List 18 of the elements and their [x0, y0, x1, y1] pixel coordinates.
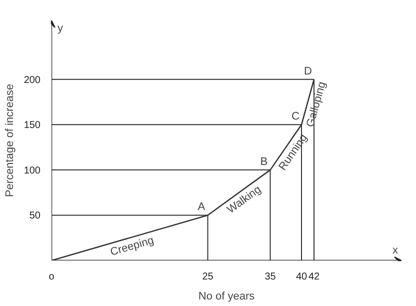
annotation: y: [58, 22, 64, 34]
y-tick-label: 200: [24, 74, 41, 86]
x-tick-label: 25: [202, 272, 214, 282]
annotation: A: [198, 201, 206, 214]
annotation: Creeping: [109, 234, 156, 258]
x-tick-label: 35: [264, 272, 276, 282]
y-tick-label: 100: [24, 165, 41, 176]
y-axis-title: Percentage of increase: [4, 84, 16, 198]
annotation: x: [392, 244, 398, 256]
annotation: C: [292, 110, 300, 123]
annotation: D: [304, 65, 312, 78]
y-tick-label: 150: [24, 120, 41, 132]
x-tick-label: 42: [308, 272, 320, 282]
x-tick-label: 40: [296, 272, 308, 282]
y-tick-label: 50: [29, 210, 41, 222]
x-tick-label: o: [48, 272, 55, 282]
annotation: B: [260, 156, 268, 168]
x-axis-title: No of years: [198, 290, 256, 302]
